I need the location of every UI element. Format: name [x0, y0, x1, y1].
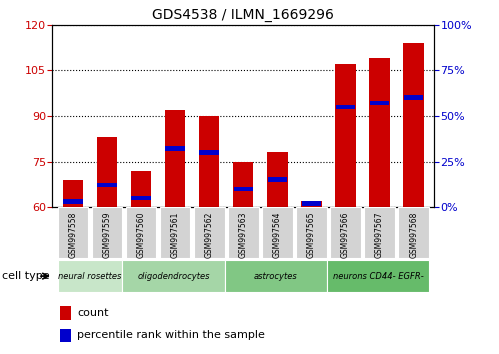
Bar	[97, 183, 117, 188]
Bar	[97, 137, 117, 207]
Bar	[200, 150, 219, 155]
Bar	[262, 207, 293, 258]
Title: GDS4538 / ILMN_1669296: GDS4538 / ILMN_1669296	[152, 8, 334, 22]
Bar	[404, 96, 423, 100]
Text: GSM997558: GSM997558	[68, 211, 77, 258]
Text: neurons CD44- EGFR-: neurons CD44- EGFR-	[332, 272, 423, 281]
Bar	[327, 260, 429, 292]
Bar	[92, 207, 122, 258]
Text: oligodendrocytes: oligodendrocytes	[137, 272, 210, 281]
Bar	[194, 207, 225, 258]
Bar	[228, 207, 258, 258]
Bar	[370, 101, 389, 105]
Bar	[62, 180, 83, 207]
Text: neural rosettes: neural rosettes	[58, 272, 122, 281]
Bar	[131, 196, 151, 200]
Text: GSM997564: GSM997564	[273, 211, 282, 258]
Bar	[267, 177, 287, 182]
Text: GSM997566: GSM997566	[341, 211, 350, 258]
Bar	[60, 307, 71, 320]
Bar	[302, 201, 321, 206]
Bar	[398, 207, 429, 258]
Bar	[267, 153, 287, 207]
Bar	[225, 260, 327, 292]
Text: cell type: cell type	[2, 271, 50, 281]
Bar	[301, 201, 322, 207]
Text: astrocytes: astrocytes	[254, 272, 297, 281]
Bar	[404, 43, 424, 207]
Text: GSM997565: GSM997565	[307, 211, 316, 258]
Bar	[199, 116, 220, 207]
Bar	[57, 207, 88, 258]
Bar	[122, 260, 225, 292]
Bar	[234, 187, 253, 191]
Bar	[296, 207, 327, 258]
Text: count: count	[77, 308, 109, 318]
Bar	[60, 329, 71, 342]
Text: GSM997561: GSM997561	[171, 211, 180, 258]
Bar	[330, 207, 361, 258]
Bar	[233, 161, 253, 207]
Bar	[336, 104, 355, 109]
Bar	[126, 207, 156, 258]
Bar	[131, 171, 151, 207]
Text: GSM997559: GSM997559	[102, 211, 111, 258]
Bar	[369, 58, 390, 207]
Text: GSM997567: GSM997567	[375, 211, 384, 258]
Text: GSM997563: GSM997563	[239, 211, 248, 258]
Bar	[165, 147, 185, 151]
Bar	[165, 110, 185, 207]
Text: GSM997560: GSM997560	[137, 211, 146, 258]
Bar	[63, 199, 82, 204]
Bar	[364, 207, 395, 258]
Bar	[335, 64, 356, 207]
Text: GSM997568: GSM997568	[409, 211, 418, 258]
Bar	[57, 260, 122, 292]
Text: GSM997562: GSM997562	[205, 211, 214, 258]
Text: percentile rank within the sample: percentile rank within the sample	[77, 330, 265, 341]
Bar	[160, 207, 191, 258]
